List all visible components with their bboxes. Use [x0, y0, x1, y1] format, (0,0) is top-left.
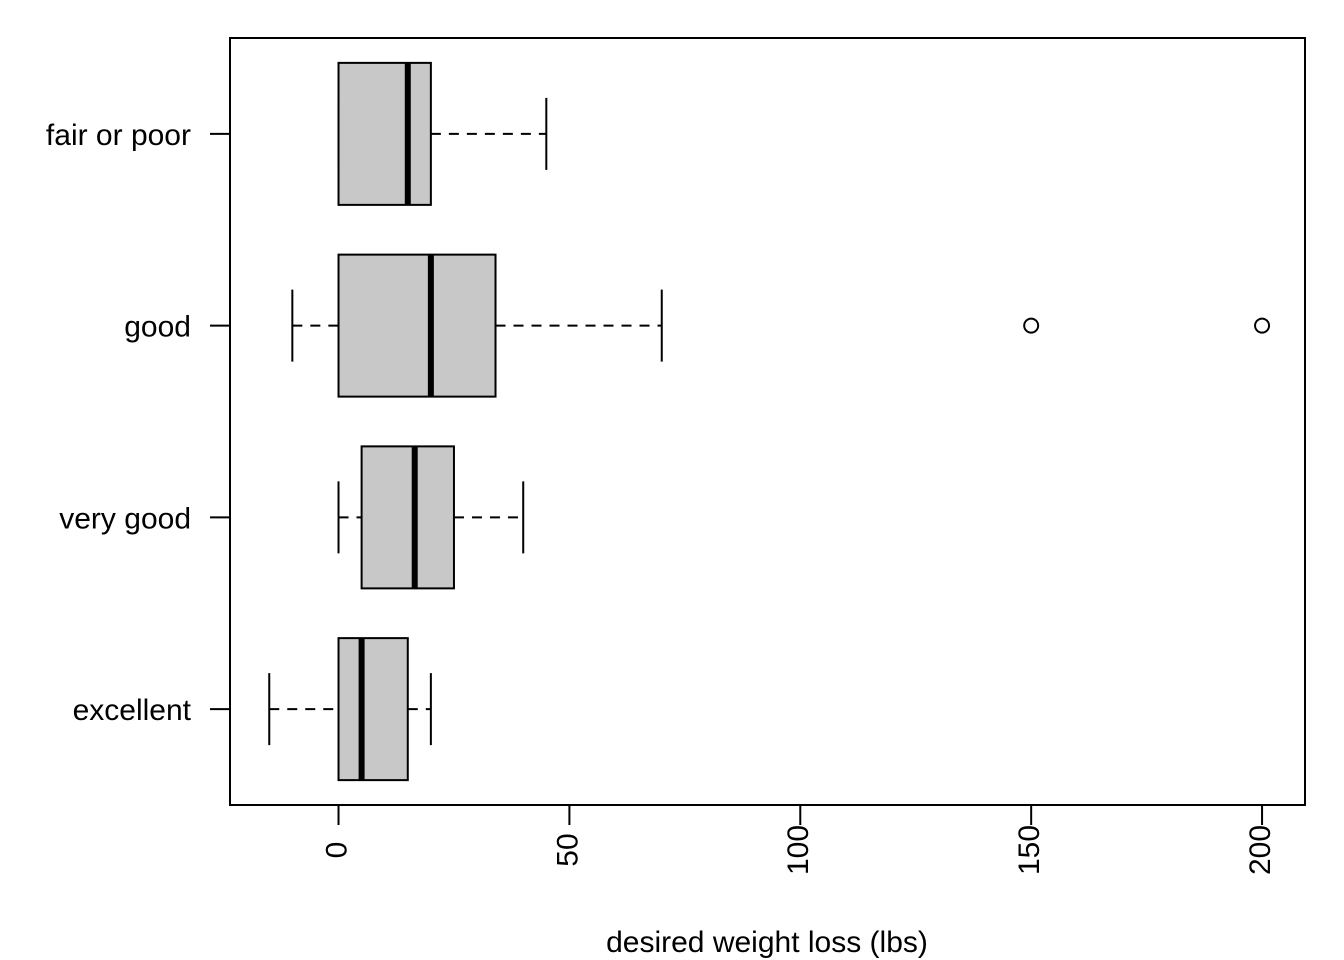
- boxes-layer: [268, 61, 1271, 782]
- x-tick-label-50: 50: [551, 833, 584, 866]
- x-tick-label-100: 100: [782, 825, 815, 875]
- y-axis: excellent very good good fair or poor: [46, 119, 230, 727]
- x-axis: 0 50 100 150 200: [320, 804, 1277, 875]
- box-very-good: [337, 445, 525, 590]
- iqr-box-good: [337, 253, 497, 398]
- y-tick-label-good: good: [124, 311, 191, 344]
- box-fair-or-poor: [337, 61, 548, 206]
- box-excellent: [268, 637, 432, 782]
- outlier-point-good-0: [1023, 317, 1040, 334]
- x-axis-title: desired weight loss (lbs): [606, 926, 928, 959]
- iqr-box-very-good: [360, 445, 455, 590]
- y-tick-label-very-good: very good: [59, 502, 191, 535]
- iqr-box-excellent: [337, 637, 409, 782]
- outlier-point-good-1: [1254, 317, 1271, 334]
- x-tick-label-150: 150: [1013, 825, 1046, 875]
- iqr-box-fair-or-poor: [337, 61, 432, 206]
- box-good: [291, 253, 1271, 398]
- x-tick-label-200: 200: [1244, 825, 1277, 875]
- y-tick-label-fair-or-poor: fair or poor: [46, 119, 191, 152]
- x-tick-label-0: 0: [320, 842, 353, 859]
- y-tick-label-excellent: excellent: [73, 694, 192, 727]
